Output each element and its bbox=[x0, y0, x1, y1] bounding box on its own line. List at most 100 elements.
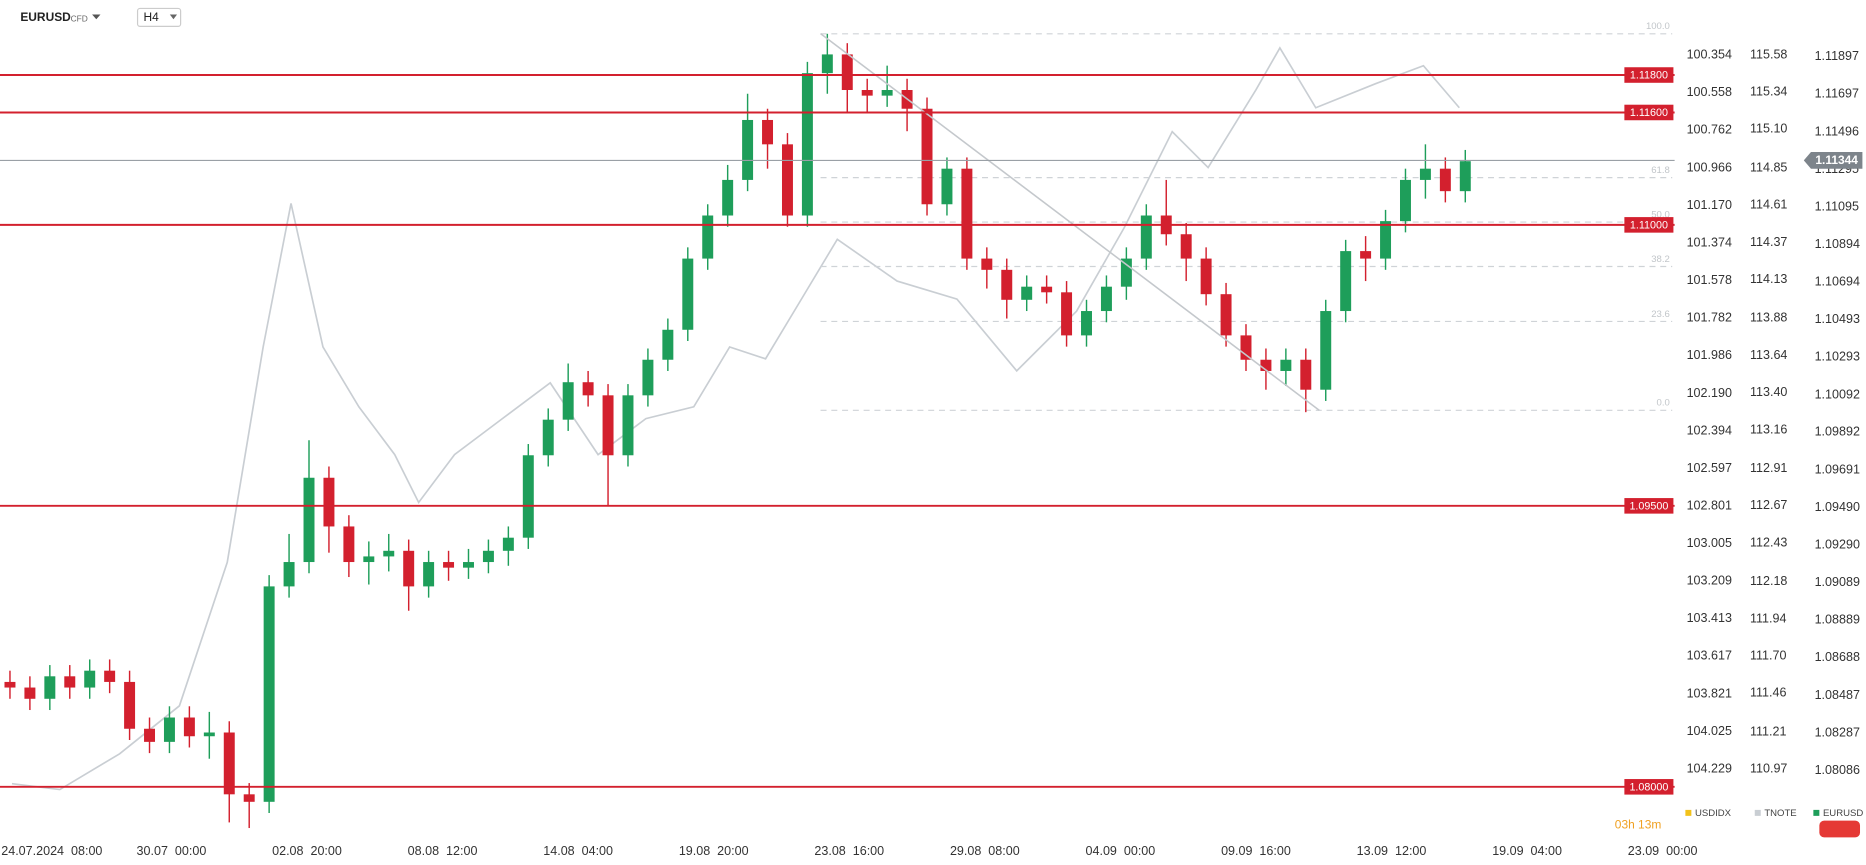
candle-body bbox=[283, 562, 295, 587]
legend-swatch bbox=[1685, 809, 1692, 816]
timeframe[interactable]: H4 bbox=[144, 10, 160, 24]
y-tick-label: 103.005 bbox=[1687, 536, 1732, 550]
level-tag bbox=[1624, 779, 1674, 795]
y-tick-label: 104.025 bbox=[1687, 724, 1732, 738]
y-tick-label: 111.70 bbox=[1750, 648, 1787, 662]
y-tick-label: 100.966 bbox=[1687, 160, 1732, 174]
candle-body bbox=[921, 108, 933, 205]
candle-body bbox=[702, 215, 714, 259]
candle-body bbox=[602, 395, 614, 456]
y-tick-label: 1.09290 bbox=[1815, 537, 1860, 551]
candle-body bbox=[1320, 311, 1332, 390]
level-label: 1.11000 bbox=[1630, 219, 1668, 231]
candle-body bbox=[722, 179, 734, 216]
fib-label: 38.2 bbox=[1651, 254, 1670, 265]
last-price-label: 1.11344 bbox=[1815, 153, 1858, 167]
candle-body bbox=[24, 687, 36, 699]
candle-body bbox=[1260, 359, 1272, 371]
trend-line bbox=[820, 32, 1320, 411]
x-tick-label: 29.08 08:00 bbox=[950, 844, 1020, 858]
candle-body bbox=[981, 258, 993, 270]
candle-body bbox=[1280, 359, 1292, 371]
y-tick-label: 112.43 bbox=[1750, 535, 1787, 549]
y-tick-label: 115.10 bbox=[1750, 122, 1787, 136]
candle-body bbox=[1419, 168, 1431, 180]
y-tick-label: 100.558 bbox=[1687, 85, 1732, 99]
y-tick-label: 103.617 bbox=[1687, 649, 1732, 663]
y-tick-label: 102.190 bbox=[1687, 386, 1732, 400]
y-tick-label: 1.08688 bbox=[1815, 650, 1860, 664]
candle-body bbox=[1120, 258, 1132, 287]
candle-body bbox=[223, 732, 235, 795]
y-tick-label: 1.11697 bbox=[1815, 87, 1859, 101]
level-tag bbox=[1624, 217, 1674, 233]
candle-body bbox=[1200, 258, 1212, 295]
x-tick-label: 19.08 20:00 bbox=[679, 844, 749, 858]
candle-body bbox=[343, 526, 355, 563]
y-tick-label: 100.762 bbox=[1687, 123, 1732, 137]
candle-body bbox=[1001, 269, 1013, 300]
x-tick-label: 23.08 16:00 bbox=[814, 844, 884, 858]
y-tick-label: 102.597 bbox=[1687, 461, 1732, 475]
y-tick-label: 1.10293 bbox=[1815, 350, 1860, 364]
y-tick-label: 114.13 bbox=[1750, 272, 1787, 286]
y-tick-label: 1.08086 bbox=[1815, 763, 1860, 777]
x-tick-label: 23.09 00:00 bbox=[1628, 844, 1698, 858]
y-tick-label: 102.801 bbox=[1687, 498, 1732, 512]
candle-body bbox=[1081, 311, 1092, 336]
candle-body bbox=[682, 258, 694, 330]
plot-area: 100.0 61.8 50.0 38.2 23.6 0.0 bbox=[4, 21, 1673, 829]
candle-body bbox=[84, 670, 96, 688]
x-tick-label: 09.09 16:00 bbox=[1221, 844, 1291, 858]
symbol[interactable]: EURUSD bbox=[20, 10, 71, 24]
x-tick-label: 30.07 00:00 bbox=[137, 844, 207, 858]
y-tick-label: 1.09089 bbox=[1815, 575, 1860, 589]
timeframe-dropdown[interactable] bbox=[169, 14, 178, 20]
candle-body bbox=[303, 477, 315, 563]
fib-label: 100.0 bbox=[1646, 21, 1670, 32]
y-tick-label: 101.170 bbox=[1687, 198, 1732, 212]
timeframe-select[interactable] bbox=[136, 7, 182, 28]
candle-body bbox=[522, 455, 534, 538]
candle-body bbox=[423, 562, 435, 587]
y-tick-label: 1.10092 bbox=[1815, 387, 1860, 401]
candle-body bbox=[1180, 234, 1192, 259]
y-tick-label: 1.10894 bbox=[1815, 237, 1860, 251]
y-tick-label: 1.11496 bbox=[1815, 124, 1859, 138]
candle-body bbox=[263, 586, 275, 802]
candle-body bbox=[642, 359, 654, 396]
y-tick-label: 100.354 bbox=[1687, 47, 1732, 61]
level-tag bbox=[1624, 104, 1674, 121]
overlay-line bbox=[11, 46, 1460, 791]
candle-body bbox=[861, 90, 873, 96]
candle-body bbox=[124, 681, 136, 729]
y-tick-label: 101.578 bbox=[1687, 273, 1732, 287]
x-tick-label: 08.08 12:00 bbox=[408, 844, 478, 858]
y-tick-label: 115.34 bbox=[1750, 85, 1787, 99]
candle-body bbox=[443, 562, 455, 568]
y-tick-label: 111.21 bbox=[1750, 724, 1787, 738]
candle-body bbox=[1300, 359, 1312, 390]
y-tick-label: 110.97 bbox=[1750, 762, 1787, 776]
candle-body bbox=[1380, 221, 1392, 259]
candle-body bbox=[881, 90, 893, 96]
y-tick-label: 1.11897 bbox=[1815, 49, 1859, 63]
y-tick-label: 102.394 bbox=[1687, 423, 1732, 437]
candle-body bbox=[841, 54, 853, 91]
action-button[interactable] bbox=[1819, 820, 1861, 838]
y-tick-label: 103.209 bbox=[1687, 574, 1732, 588]
y-tick-label: 111.46 bbox=[1750, 686, 1787, 700]
y-tick-label: 101.986 bbox=[1687, 348, 1732, 362]
fib-label: 0.0 bbox=[1657, 398, 1670, 409]
candle-body bbox=[1140, 215, 1152, 259]
legend-label: TNOTE bbox=[1764, 808, 1796, 819]
symbol-dropdown[interactable] bbox=[92, 14, 101, 20]
y-tick-label: 114.61 bbox=[1750, 198, 1787, 212]
last-price-tag bbox=[1803, 152, 1863, 169]
level-label: 1.11800 bbox=[1630, 69, 1668, 81]
legend-swatch bbox=[1813, 809, 1820, 816]
y-tick-label: 112.67 bbox=[1750, 498, 1787, 512]
candle-body bbox=[781, 144, 793, 216]
